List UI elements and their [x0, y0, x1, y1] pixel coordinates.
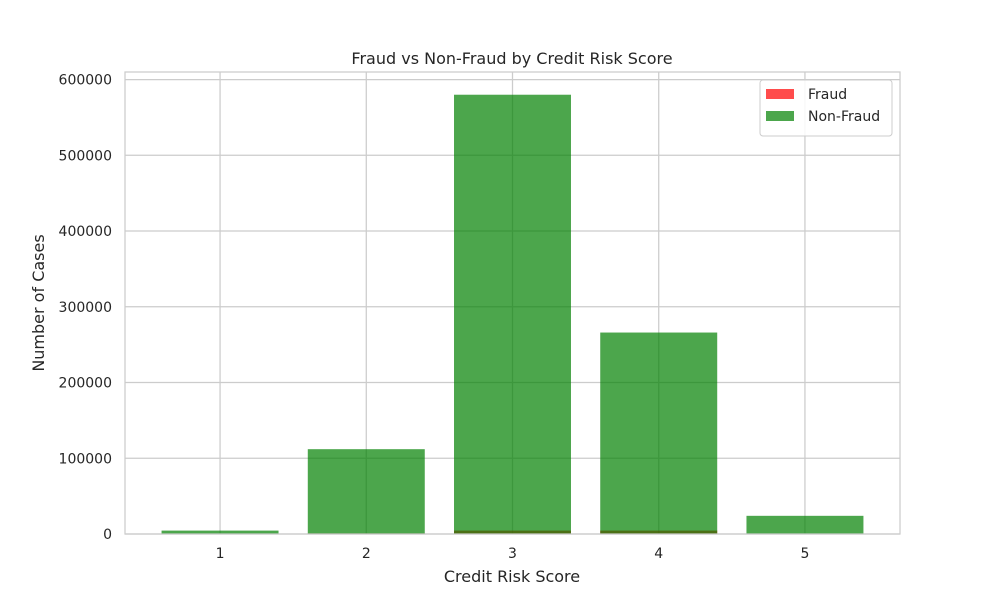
x-tick-label: 2 — [362, 546, 371, 562]
legend-swatch-fraud — [766, 89, 794, 99]
y-tick-label: 600000 — [59, 73, 112, 89]
bar-non-fraud — [600, 333, 717, 534]
bar-non-fraud — [746, 516, 863, 534]
legend-swatch-non-fraud — [766, 111, 794, 121]
y-tick-label: 500000 — [59, 148, 112, 164]
x-tick-labels: 1 2 3 4 5 — [216, 546, 810, 562]
bar-non-fraud — [308, 449, 425, 534]
x-tick-label: 3 — [508, 546, 517, 562]
bar-non-fraud — [454, 95, 571, 534]
y-tick-label: 0 — [103, 527, 112, 543]
y-tick-labels: 0 100000 200000 300000 400000 500000 600000 — [59, 73, 112, 543]
chart-title: Fraud vs Non-Fraud by Credit Risk Score — [351, 49, 672, 68]
y-tick-label: 100000 — [59, 451, 112, 467]
y-tick-label: 300000 — [59, 300, 112, 316]
bars — [162, 95, 864, 534]
y-tick-label: 400000 — [59, 224, 112, 240]
legend: Fraud Non-Fraud — [760, 80, 892, 136]
x-axis-label: Credit Risk Score — [444, 567, 580, 586]
legend-label-fraud: Fraud — [808, 87, 847, 103]
legend-label-non-fraud: Non-Fraud — [808, 109, 880, 125]
y-axis-label: Number of Cases — [29, 234, 48, 371]
y-tick-label: 200000 — [59, 376, 112, 392]
x-tick-label: 1 — [216, 546, 225, 562]
x-tick-label: 5 — [800, 546, 809, 562]
x-tick-label: 4 — [654, 546, 663, 562]
